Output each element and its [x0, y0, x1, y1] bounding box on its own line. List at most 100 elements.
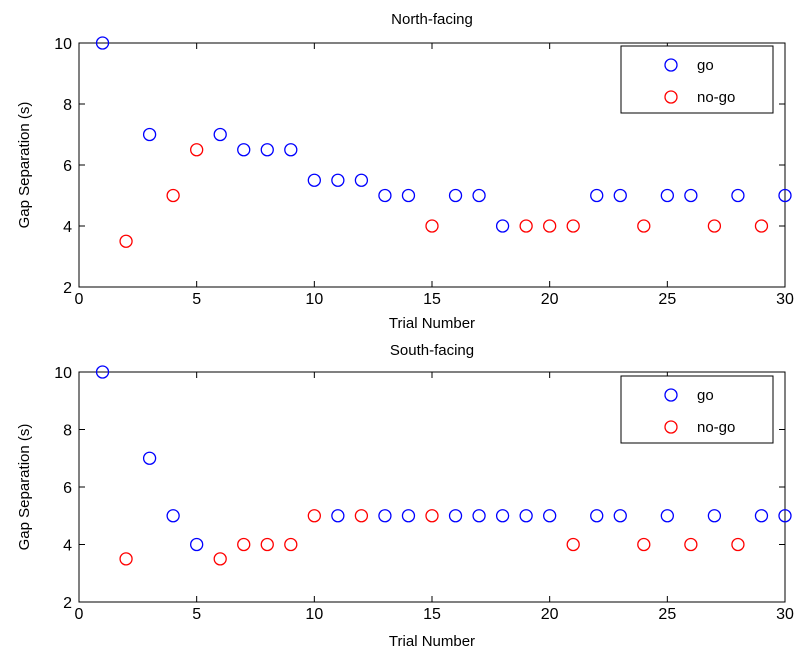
data-point-go — [613, 188, 627, 203]
y-tick-label: 2 — [63, 595, 72, 612]
data-point-go — [166, 509, 180, 523]
data-point-go — [142, 127, 157, 142]
data-point-go — [448, 188, 463, 203]
chart-title: South-facing — [390, 342, 474, 359]
data-point-no-go — [637, 537, 651, 552]
chart-panel-1: 0 5 10 15 20 25 30 2 4 6 8 10 North-facing Trial Numb… — [16, 11, 794, 332]
x-tick-label: 30 — [776, 291, 794, 308]
legend-label-go: go — [697, 57, 714, 74]
x-tick-label: 25 — [658, 291, 676, 308]
data-point-go — [684, 188, 698, 203]
data-point-go — [378, 188, 392, 203]
data-point-go — [213, 127, 227, 142]
data-point-go — [354, 173, 369, 187]
x-tick-label: 25 — [658, 606, 676, 623]
data-point-go — [590, 188, 604, 203]
data-point-go — [142, 451, 157, 465]
data-point-no-go — [519, 219, 533, 233]
y-axis-label: Gap Separation (s) — [16, 424, 33, 551]
data-point-no-go — [166, 188, 180, 203]
legend-label-go: go — [697, 387, 714, 404]
data-point-go — [778, 509, 792, 523]
legend-label-no-go: no-go — [697, 89, 735, 106]
data-point-no-go — [119, 234, 133, 248]
x-tick-label: 30 — [776, 606, 794, 623]
series-no-go — [119, 143, 769, 248]
x-tick-label: 5 — [192, 606, 201, 623]
data-point-no-go — [425, 219, 439, 233]
data-point-no-go — [566, 219, 580, 233]
data-point-no-go — [731, 537, 745, 552]
y-tick-label: 10 — [54, 365, 72, 382]
series-no-go — [119, 509, 745, 566]
y-tick-label: 6 — [63, 158, 72, 175]
y-tick-label: 6 — [63, 480, 72, 497]
data-point-no-go — [237, 537, 251, 552]
data-point-go — [660, 188, 674, 203]
chart-title: North-facing — [391, 11, 473, 28]
data-point-no-go — [190, 143, 204, 157]
y-tick-label: 4 — [63, 538, 72, 555]
data-point-no-go — [543, 219, 557, 233]
legend-box — [620, 45, 774, 114]
data-point-go — [590, 509, 604, 523]
data-point-go — [448, 509, 463, 523]
y-tick-label: 8 — [63, 423, 72, 440]
x-tick-label: 0 — [75, 606, 84, 623]
data-point-go — [707, 509, 722, 523]
data-point-go — [95, 36, 110, 50]
legend: go no-go — [620, 45, 774, 114]
data-point-no-go — [754, 219, 769, 233]
legend-label-no-go: no-go — [697, 419, 735, 436]
x-tick-label: 15 — [423, 291, 441, 308]
x-tick-label: 20 — [541, 606, 559, 623]
legend-marker-go — [664, 388, 678, 402]
data-point-go — [237, 143, 251, 157]
series-go — [95, 365, 792, 552]
data-point-no-go — [707, 219, 722, 233]
data-point-no-go — [637, 219, 651, 233]
data-point-go — [284, 143, 298, 157]
legend-marker-no-go — [664, 90, 678, 104]
y-tick-label: 8 — [63, 97, 72, 114]
data-point-go — [401, 188, 416, 203]
legend-marker-go — [664, 58, 678, 72]
data-point-go — [495, 509, 510, 523]
data-point-go — [190, 537, 204, 552]
data-point-go — [495, 219, 510, 233]
x-tick-label: 5 — [192, 291, 201, 308]
data-point-no-go — [213, 552, 227, 566]
data-point-no-go — [307, 509, 321, 523]
x-axis-label: Trial Number — [389, 315, 475, 332]
legend-marker-no-go — [664, 420, 678, 434]
data-point-no-go — [425, 509, 439, 523]
data-point-go — [731, 188, 745, 203]
data-point-go — [331, 509, 345, 523]
x-axis-label: Trial Number — [389, 633, 475, 650]
y-tick-label: 4 — [63, 219, 72, 236]
data-point-go — [613, 509, 627, 523]
data-point-go — [778, 188, 792, 203]
data-point-no-go — [284, 537, 298, 552]
legend: go no-go — [620, 375, 774, 444]
x-tick-label: 0 — [75, 291, 84, 308]
data-point-go — [95, 365, 110, 379]
data-point-no-go — [684, 537, 698, 552]
data-point-no-go — [354, 509, 369, 523]
x-tick-label: 10 — [305, 606, 323, 623]
data-point-go — [472, 509, 486, 523]
y-tick-label: 2 — [63, 280, 72, 297]
x-tick-label: 10 — [305, 291, 323, 308]
y-tick-label: 10 — [54, 36, 72, 53]
data-point-go — [331, 173, 345, 187]
data-point-no-go — [119, 552, 133, 566]
data-point-no-go — [260, 537, 274, 552]
data-point-go — [519, 509, 533, 523]
chart-panel-2: 0 5 10 15 20 25 30 2 4 6 8 10 South-facing Trial Numb… — [16, 342, 794, 650]
data-point-go — [660, 509, 674, 523]
data-point-go — [472, 188, 486, 203]
data-point-no-go — [566, 537, 580, 552]
x-tick-label: 20 — [541, 291, 559, 308]
series-go — [95, 36, 792, 233]
